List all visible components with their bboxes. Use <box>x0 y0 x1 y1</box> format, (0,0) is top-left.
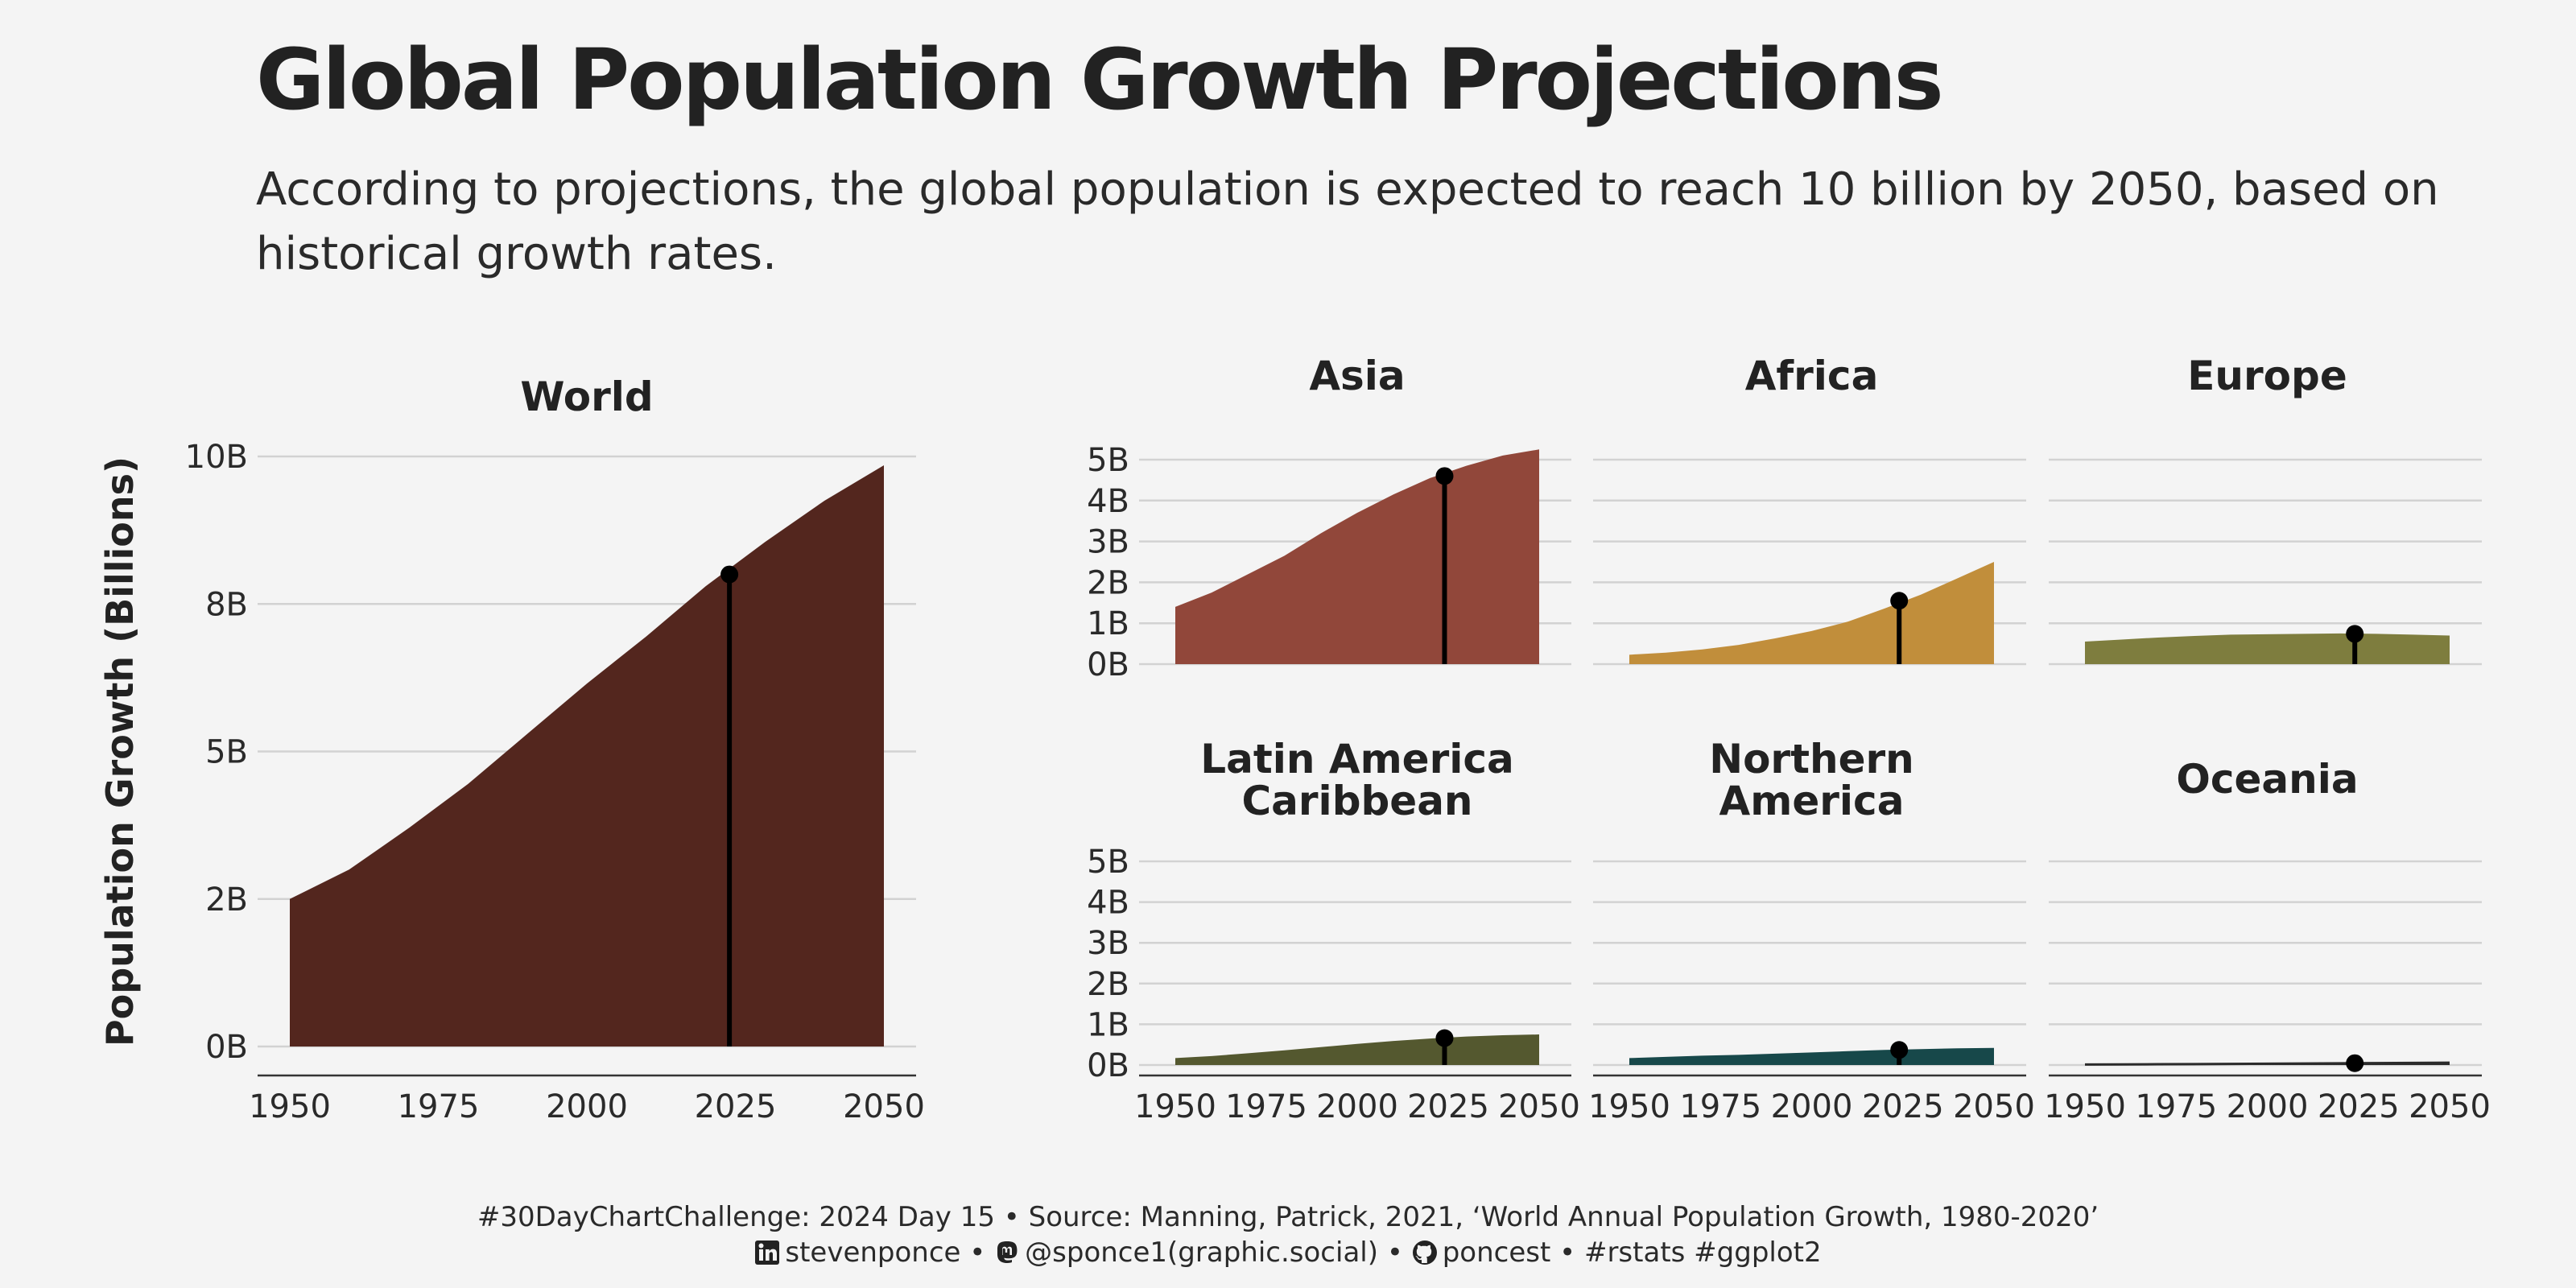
x-tick-label: 1975 <box>2135 1088 2217 1125</box>
caption-separator: • <box>1386 1236 1403 1269</box>
y-tick-label: 0B <box>1087 646 1129 683</box>
panel-title: Europe <box>2187 353 2347 399</box>
x-tick-label: 2025 <box>695 1088 777 1125</box>
panel-world: 0B 2B 5B 8B 10B 1950 1975 2000 2025 2050 World Popu… <box>98 374 925 1125</box>
marker-point <box>2346 1054 2364 1072</box>
x-tick-label: 2050 <box>1953 1088 2035 1125</box>
panel-title: World <box>520 374 653 420</box>
x-tick-label: 2000 <box>546 1088 628 1125</box>
area-series <box>1629 1047 1994 1065</box>
caption-separator: • <box>969 1236 986 1269</box>
panel-africa: Africa <box>1593 353 2026 666</box>
caption-separator: • <box>1559 1236 1576 1269</box>
panel-title-line: Europe <box>2187 353 2347 399</box>
area-series <box>1175 1034 1539 1065</box>
marker-point <box>1890 592 1909 610</box>
mastodon-icon <box>997 1241 1018 1263</box>
panel-title: Africa <box>1745 353 1879 399</box>
page-subtitle: According to projections, the global pop… <box>256 163 2439 280</box>
marker-point <box>2346 625 2364 643</box>
mastodon-handle: @sponce1(graphic.social) <box>1025 1236 1378 1269</box>
panel-title-line: World <box>520 374 653 420</box>
x-tick-label: 1975 <box>1225 1088 1307 1125</box>
y-tick-label: 10B <box>185 439 248 476</box>
y-tick-label: 5B <box>1087 442 1129 479</box>
y-tick-label: 5B <box>1087 844 1129 881</box>
x-tick-label: 2000 <box>2227 1088 2309 1125</box>
panel-title-line: Oceania <box>2176 756 2358 803</box>
x-tick-label: 2025 <box>2318 1088 2400 1125</box>
panel-title: Asia <box>1309 353 1405 399</box>
page-title: Global Population Growth Projections <box>256 31 1944 129</box>
x-tick-label: 1975 <box>1679 1088 1761 1125</box>
panel-title-line: America <box>1719 778 1905 824</box>
y-tick-label: 5B <box>205 734 248 771</box>
y-tick-label: 4B <box>1087 483 1129 520</box>
x-tick-label: 1950 <box>1588 1088 1670 1125</box>
y-axis-title: Population Growth (Billions) <box>98 456 142 1046</box>
y-tick-label: 8B <box>205 586 248 623</box>
y-tick-label: 1B <box>1087 1006 1129 1043</box>
x-tick-label: 2050 <box>2409 1088 2491 1125</box>
y-tick-label: 0B <box>205 1029 248 1066</box>
caption-source: #30DayChartChallenge: 2024 Day 15 • Sour… <box>477 1201 2099 1233</box>
panel-title-line: Africa <box>1745 353 1879 399</box>
panel-oceania: 1950 1975 2000 2025 2050 Oceania <box>2044 756 2491 1125</box>
caption-tags: #rstats #ggplot2 <box>1583 1236 1822 1269</box>
marker-point <box>720 565 739 584</box>
y-tick-label: 2B <box>1087 966 1129 1003</box>
linkedin-icon <box>755 1241 780 1265</box>
x-tick-label: 2050 <box>1498 1088 1580 1125</box>
y-tick-label: 0B <box>1087 1047 1129 1084</box>
x-tick-label: 2025 <box>1862 1088 1944 1125</box>
github-icon <box>1412 1241 1437 1265</box>
x-tick-label: 1975 <box>398 1088 480 1125</box>
panel-title: Oceania <box>2176 756 2358 803</box>
x-tick-label: 2025 <box>1407 1088 1489 1125</box>
area-series <box>290 464 884 1046</box>
x-tick-label: 1950 <box>2044 1088 2126 1125</box>
y-tick-label: 3B <box>1087 524 1129 561</box>
y-tick-label: 2B <box>205 881 248 919</box>
panel-title: Latin America Caribbean <box>1200 736 1514 824</box>
x-tick-label: 1950 <box>249 1088 331 1125</box>
panel-europe: Europe <box>2049 353 2482 666</box>
y-tick-label: 2B <box>1087 564 1129 601</box>
y-tick-label: 1B <box>1087 605 1129 642</box>
panel-title-line: Caribbean <box>1241 778 1472 824</box>
marker-point <box>1890 1041 1909 1059</box>
caption-social: stevenponce • @sponce1(graphic.social) •… <box>0 1235 2576 1270</box>
panel-title: Northern America <box>1709 736 1914 824</box>
marker-point <box>1435 1029 1454 1047</box>
caption: #30DayChartChallenge: 2024 Day 15 • Sour… <box>0 1199 2576 1270</box>
panel-northern-america: 1950 1975 2000 2025 2050 Northern America <box>1588 736 2035 1125</box>
x-tick-label: 2000 <box>1771 1088 1853 1125</box>
panel-title-line: Asia <box>1309 353 1405 399</box>
marker-point <box>1435 467 1454 485</box>
panel-title-line: Latin America <box>1200 736 1514 782</box>
x-tick-label: 2000 <box>1316 1088 1398 1125</box>
area-series-line <box>2084 1061 2450 1066</box>
linkedin-handle: stevenponce <box>785 1236 961 1269</box>
y-tick-label: 4B <box>1087 885 1129 922</box>
area-series <box>1175 449 1539 664</box>
x-tick-label: 2050 <box>843 1088 925 1125</box>
x-tick-label: 1950 <box>1134 1088 1216 1125</box>
panel-title-line: Northern <box>1709 736 1914 782</box>
y-tick-label: 3B <box>1087 925 1129 962</box>
area-series <box>2085 633 2450 664</box>
area-series <box>1629 562 1994 664</box>
github-handle: poncest <box>1442 1236 1551 1269</box>
